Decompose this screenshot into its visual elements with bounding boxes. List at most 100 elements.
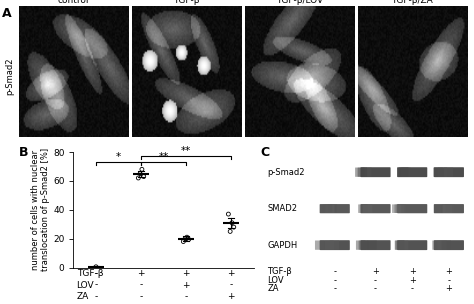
FancyBboxPatch shape — [397, 240, 427, 250]
Text: -: - — [374, 276, 377, 285]
Title: control: control — [58, 0, 89, 5]
FancyBboxPatch shape — [397, 167, 427, 177]
FancyBboxPatch shape — [442, 240, 451, 250]
FancyBboxPatch shape — [319, 204, 350, 213]
Text: *: * — [116, 152, 121, 162]
Point — [140, 174, 147, 179]
FancyBboxPatch shape — [324, 240, 334, 250]
Text: -: - — [94, 269, 98, 278]
FancyBboxPatch shape — [328, 204, 337, 213]
Text: **: ** — [181, 146, 191, 156]
Text: TGF-β: TGF-β — [267, 267, 292, 276]
Text: +: + — [228, 292, 235, 301]
FancyBboxPatch shape — [434, 168, 443, 177]
Text: LOV: LOV — [77, 281, 94, 289]
Text: -: - — [94, 281, 98, 289]
Text: ZA: ZA — [267, 285, 279, 293]
Text: +: + — [372, 267, 379, 276]
FancyBboxPatch shape — [397, 204, 427, 213]
Text: -: - — [184, 292, 188, 301]
FancyBboxPatch shape — [394, 204, 404, 213]
Text: -: - — [333, 285, 336, 293]
FancyBboxPatch shape — [432, 240, 442, 250]
FancyBboxPatch shape — [395, 240, 405, 250]
FancyBboxPatch shape — [443, 204, 452, 213]
Text: -: - — [333, 267, 336, 276]
Text: +: + — [409, 267, 416, 276]
Text: -: - — [374, 285, 377, 293]
Text: -: - — [410, 285, 414, 293]
FancyBboxPatch shape — [434, 167, 464, 177]
FancyBboxPatch shape — [362, 204, 372, 213]
FancyBboxPatch shape — [360, 204, 391, 213]
FancyBboxPatch shape — [442, 204, 451, 213]
FancyBboxPatch shape — [323, 204, 332, 213]
Point — [228, 220, 236, 225]
FancyBboxPatch shape — [367, 240, 377, 250]
FancyBboxPatch shape — [396, 204, 406, 213]
FancyBboxPatch shape — [434, 204, 464, 213]
FancyBboxPatch shape — [329, 240, 339, 250]
Text: +: + — [182, 269, 190, 278]
FancyBboxPatch shape — [325, 204, 335, 213]
FancyBboxPatch shape — [356, 240, 365, 250]
FancyBboxPatch shape — [319, 240, 350, 250]
FancyBboxPatch shape — [399, 168, 409, 177]
FancyBboxPatch shape — [360, 167, 391, 177]
FancyBboxPatch shape — [438, 240, 447, 250]
FancyBboxPatch shape — [438, 168, 447, 177]
Point — [225, 212, 232, 216]
Text: +: + — [446, 267, 452, 276]
Point — [135, 175, 142, 180]
Text: -: - — [447, 276, 450, 285]
Point — [183, 235, 191, 240]
Text: +: + — [446, 285, 452, 293]
FancyBboxPatch shape — [395, 240, 404, 250]
Text: A: A — [2, 7, 11, 20]
Text: -: - — [94, 292, 98, 301]
FancyBboxPatch shape — [358, 168, 367, 177]
Text: p-Smad2: p-Smad2 — [267, 168, 305, 177]
Title: TGF-β/ZA: TGF-β/ZA — [392, 0, 433, 5]
Text: SMAD2: SMAD2 — [267, 204, 298, 213]
Text: B: B — [19, 146, 28, 159]
Text: ZA: ZA — [77, 292, 89, 301]
FancyBboxPatch shape — [359, 240, 368, 250]
FancyBboxPatch shape — [399, 240, 409, 250]
FancyBboxPatch shape — [363, 204, 373, 213]
Text: +: + — [228, 269, 235, 278]
Text: -: - — [333, 276, 336, 285]
FancyBboxPatch shape — [360, 240, 391, 250]
Point — [227, 229, 234, 234]
Title: TGF-β/LOV: TGF-β/LOV — [276, 0, 323, 5]
FancyBboxPatch shape — [362, 168, 372, 177]
Point — [182, 236, 189, 241]
FancyBboxPatch shape — [355, 168, 365, 177]
Text: GAPDH: GAPDH — [267, 241, 298, 250]
Point — [92, 264, 100, 269]
Point — [137, 171, 144, 176]
Text: p-Smad2: p-Smad2 — [5, 57, 14, 95]
Point — [180, 239, 187, 244]
Point — [185, 237, 192, 242]
Text: TGF-β: TGF-β — [77, 269, 103, 278]
Y-axis label: number of cells with nuclear
translocation of p-Smad2 [%]: number of cells with nuclear translocati… — [31, 148, 50, 271]
Text: +: + — [182, 281, 190, 289]
Text: -: - — [229, 281, 233, 289]
Text: LOV: LOV — [267, 276, 284, 285]
FancyBboxPatch shape — [392, 204, 401, 213]
Title: TGF-β: TGF-β — [173, 0, 200, 5]
Point — [230, 225, 237, 230]
FancyBboxPatch shape — [444, 168, 453, 177]
FancyBboxPatch shape — [315, 240, 324, 250]
FancyBboxPatch shape — [399, 168, 409, 177]
Text: C: C — [261, 146, 270, 159]
Text: **: ** — [158, 152, 169, 162]
FancyBboxPatch shape — [445, 204, 455, 213]
Text: -: - — [139, 292, 143, 301]
FancyBboxPatch shape — [401, 168, 410, 177]
Text: +: + — [409, 276, 416, 285]
Text: -: - — [139, 281, 143, 289]
Text: +: + — [137, 269, 145, 278]
Point — [138, 167, 146, 172]
